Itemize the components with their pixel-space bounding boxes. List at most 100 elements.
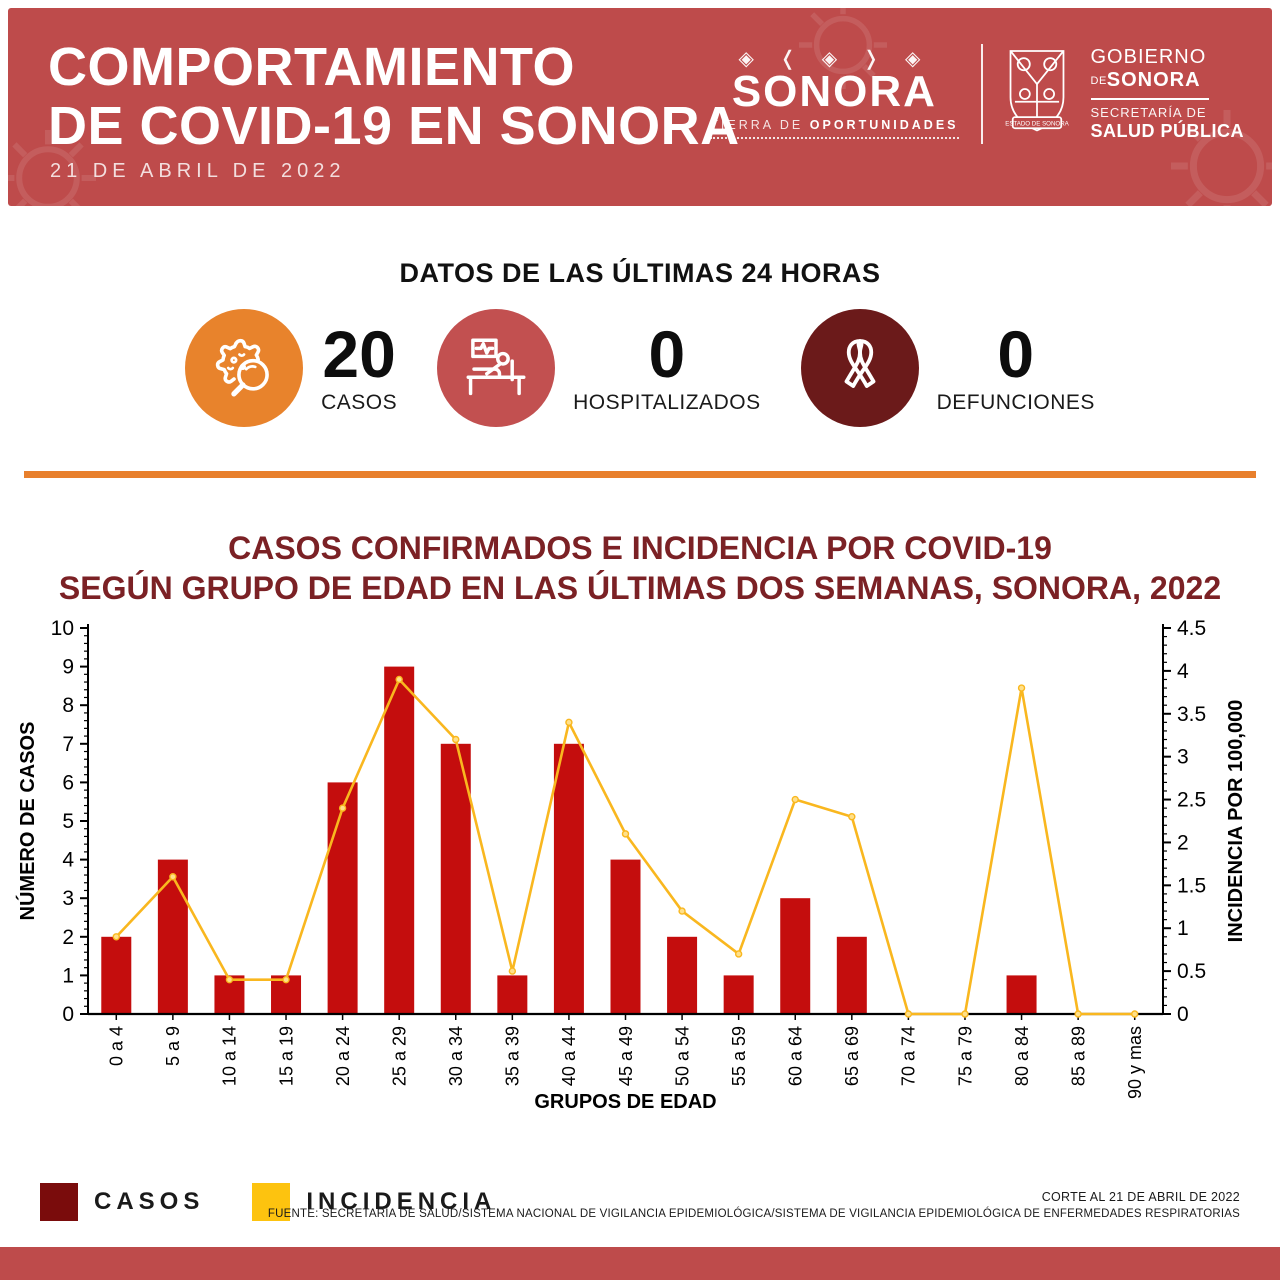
x-tick-label: 0 a 4 [107,1026,127,1066]
chart-title: CASOS CONFIRMADOS E INCIDENCIA POR COVID… [0,528,1280,608]
x-tick-label: 70 a 74 [899,1026,919,1086]
header-banner: COMPORTAMIENTO DE COVID-19 EN SONORA 21 … [8,8,1272,206]
x-tick-label: 85 a 89 [1068,1026,1088,1086]
x-tick-label: 45 a 49 [616,1026,636,1086]
bar [610,859,641,1014]
incidence-marker [395,675,403,684]
bar [384,666,415,1014]
x-tick-label: 35 a 39 [503,1026,523,1086]
sonora-tagline-light: TIERRA DE [710,117,804,132]
last-24h-section: DATOS DE LAS ÚLTIMAS 24 HORAS [0,258,1280,427]
virus-doodle-icon [1171,110,1272,206]
bar [667,936,698,1014]
government-text-block: GOBIERNO DESONORA SECRETARÍA DE SALUD PÚ… [1090,46,1245,142]
hospitalizados-text: 0 HOSPITALIZADOS [573,321,760,415]
salud-publica-label: SALUD PÚBLICA [1090,121,1244,142]
sonora-coat-of-arms-icon: ESTADO DE SONORA [1005,50,1069,132]
chart-title-line2: SEGÚN GRUPO DE EDAD EN LAS ÚLTIMAS DOS S… [58,570,1222,606]
incidence-marker [621,830,630,838]
incidence-marker [1017,684,1026,692]
x-tick-label: 5 a 9 [163,1026,183,1066]
incidence-marker [452,735,460,744]
left-tick-label: 10 [51,617,74,640]
bar [553,743,584,1014]
bar [327,782,358,1014]
incidence-marker [961,1010,969,1018]
sonora-wordmark: SONORA [731,67,937,117]
incidence-marker [112,933,120,941]
gobierno-label: GOBIERNO [1090,46,1207,69]
bar [440,743,471,1014]
x-tick-label: 55 a 59 [729,1026,749,1086]
casos-label: CASOS [321,391,398,414]
x-tick-label: 25 a 29 [389,1026,409,1086]
right-tick-label: 4 [1177,660,1189,683]
page-title: COMPORTAMIENTO DE COVID-19 EN SONORA [48,37,740,157]
defunciones-circle [800,309,919,427]
y-axis-right-title: INCIDENCIA POR 100,000 [1225,700,1247,943]
brand-divider [980,44,983,144]
defunciones-text: 0 DEFUNCIONES [937,321,1095,415]
incidencia-swatch [252,1183,291,1221]
x-tick-label: 75 a 79 [955,1026,975,1086]
defunciones-label: DEFUNCIONES [936,391,1095,414]
hospitalizados-value: 0 [648,317,686,391]
x-tick-label: 15 a 19 [276,1026,296,1086]
incidence-marker [791,795,799,804]
stat-defunciones: 0 DEFUNCIONES [800,309,1095,427]
left-tick-label: 0 [62,1003,74,1026]
sonora-logo: ◈ ❬ ◈ ❭ ◈ SONORA TIERRA DE OPORTUNIDADES [710,48,959,139]
brand-cluster: ◈ ❬ ◈ ❭ ◈ SONORA TIERRA DE OPORTUNIDADES… [710,44,1244,144]
secretaria-label: SECRETARÍA DE [1090,105,1207,121]
de-sonora-label: DESONORA [1090,69,1201,92]
gov-rule [1090,98,1209,101]
legend-item-incidencia: INCIDENCIA [252,1183,496,1221]
last-24h-title: DATOS DE LAS ÚLTIMAS 24 HORAS [399,258,881,288]
incidence-marker [904,1010,913,1018]
stat-casos: 20 CASOS [185,309,397,427]
ribbon-icon [844,339,875,388]
left-tick-label: 1 [62,964,74,987]
left-tick-label: 6 [62,771,74,794]
legend-incidencia-label: INCIDENCIA [306,1188,497,1215]
legend-casos-label: CASOS [94,1188,205,1215]
virus-doodle-icon [8,130,96,206]
incidence-marker [338,804,347,812]
left-tick-label: 8 [62,694,74,717]
incidence-marker [508,967,517,975]
section-divider [24,471,1256,478]
right-tick-label: 2 [1177,831,1189,854]
right-tick-label: 1.5 [1177,874,1206,897]
right-tick-label: 3.5 [1177,703,1206,726]
casos-value: 20 [322,317,396,391]
left-tick-label: 2 [62,926,74,949]
hospital-bed-icon [466,338,526,396]
y-axis-left-title: NÚMERO DE CASOS [15,722,39,921]
right-tick-label: 3 [1177,746,1189,769]
page-title-line1: COMPORTAMIENTO [48,37,575,97]
casos-swatch [40,1183,78,1221]
x-tick-label: 20 a 24 [333,1026,353,1086]
incidence-marker [734,950,743,958]
bar [157,859,188,1014]
incidence-marker [1131,1010,1139,1018]
cases-incidence-chart: 0 1 2 3 4 5 6 7 8 9 10 0 0.5 1 1.5 2 2.5 3 3.5 4 4.5 0 a 4 5 a… [15,617,1247,1113]
sonora-ornament-icon: ◈ ❬ ◈ ❭ ◈ [738,48,931,71]
bar [836,936,867,1014]
bottom-bar [0,1247,1280,1280]
right-tick-label: 0.5 [1177,960,1206,983]
hospitalizados-label: HOSPITALIZADOS [573,391,761,414]
chart-title-line1: CASOS CONFIRMADOS E INCIDENCIA POR COVID… [228,530,1052,566]
right-tick-label: 0 [1177,1003,1189,1026]
footer-note: CORTE AL 21 DE ABRIL DE 2022 FUENTE: SEC… [268,1190,1240,1220]
x-tick-label: 30 a 34 [446,1026,466,1086]
bar [723,975,754,1014]
x-tick-label: 50 a 54 [672,1026,692,1086]
shield-caption: ESTADO DE SONORA [1005,120,1069,127]
x-axis-title: GRUPOS DE EDAD [534,1091,716,1113]
footer-corte: CORTE AL 21 DE ABRIL DE 2022 [1041,1190,1240,1204]
x-tick-label: 80 a 84 [1012,1026,1032,1086]
x-tick-label: 10 a 14 [220,1026,240,1086]
bar [101,936,132,1014]
incidence-marker [1074,1010,1082,1018]
